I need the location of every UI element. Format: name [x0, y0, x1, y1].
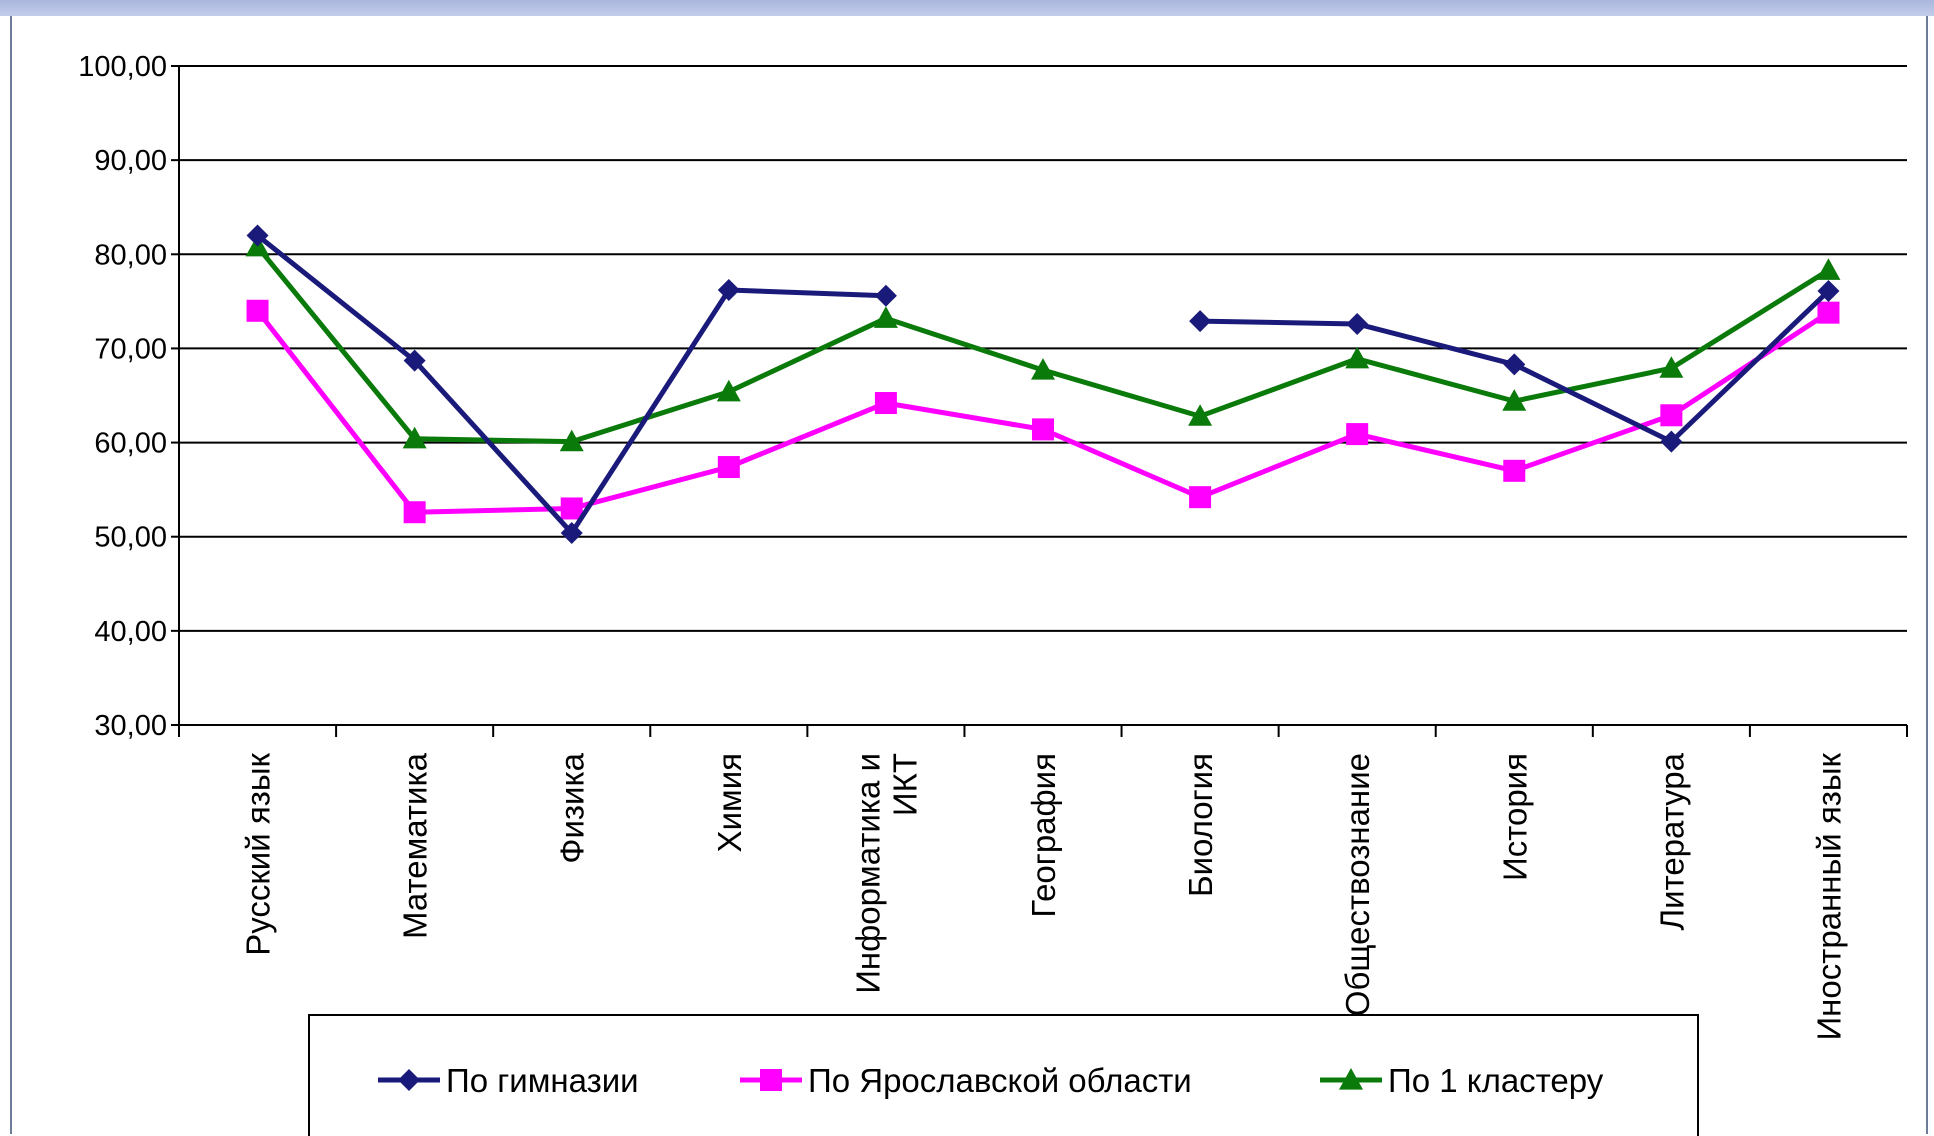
y-tick-label: 70,00: [94, 333, 167, 365]
marker-square: [717, 456, 740, 479]
legend-box: [308, 1014, 1699, 1136]
marker-triangle: [1339, 1068, 1363, 1090]
marker-square: [403, 501, 426, 524]
category-label: Информатика и: [849, 753, 886, 994]
category-labels: Русский язык Математика Физика Химия Информа…: [240, 752, 1848, 1040]
marker-square: [1660, 404, 1683, 427]
category-label: География: [1025, 753, 1062, 918]
marker-triangle: [1031, 358, 1055, 380]
y-tick-label: 40,00: [94, 616, 167, 648]
marker-diamond: [1660, 430, 1683, 453]
legend-item-1: По Ярославской области: [740, 1062, 1192, 1099]
marker-triangle: [559, 429, 584, 452]
marker-square: [560, 497, 583, 520]
y-tick-label: 30,00: [94, 710, 167, 742]
marker-triangle: [716, 379, 741, 402]
category-label: Иностранный язык: [1810, 752, 1847, 1040]
category-label: Литература: [1653, 752, 1690, 930]
window-top-band: [0, 0, 1934, 16]
y-tick-label: 90,00: [94, 145, 167, 177]
marker-diamond: [1503, 353, 1526, 376]
y-tick-label: 80,00: [94, 239, 167, 271]
category-label: ИКТ: [886, 753, 923, 816]
chart-frame: [10, 16, 1928, 1134]
marker-square: [1346, 423, 1369, 446]
category-label: Русский язык: [240, 752, 277, 955]
marker-diamond: [403, 349, 426, 372]
category-label: История: [1496, 753, 1533, 881]
marker-square: [246, 299, 269, 322]
legend-label: По Ярославской области: [808, 1062, 1192, 1099]
category-label: Обществознание: [1339, 753, 1376, 1016]
marker-triangle: [873, 306, 898, 328]
marker-triangle: [402, 426, 427, 449]
legend-label: По 1 кластеру: [1388, 1062, 1604, 1099]
series-0: [246, 224, 1840, 544]
marker-diamond: [717, 279, 740, 302]
marker-triangle: [1188, 404, 1213, 426]
marker-triangle: [1816, 258, 1841, 280]
category-label: Физика: [554, 752, 591, 863]
series-1: [246, 299, 1840, 524]
marker-square: [1817, 301, 1840, 324]
legend-label: По гимназии: [446, 1062, 639, 1099]
y-tick-label: 100,00: [78, 51, 167, 83]
plot-area: [179, 66, 1907, 725]
marker-diamond: [560, 521, 583, 544]
marker-diamond: [398, 1069, 420, 1091]
marker-diamond: [1189, 310, 1212, 333]
marker-diamond: [1817, 280, 1840, 303]
category-label: Биология: [1182, 753, 1219, 897]
category-label: Химия: [711, 753, 748, 852]
marker-triangle: [1659, 356, 1684, 378]
legend-item-2: По 1 кластеру: [1320, 1062, 1604, 1099]
y-tick-label: 60,00: [94, 428, 167, 460]
category-label: Математика: [397, 752, 434, 939]
marker-square: [1503, 459, 1526, 482]
marker-square: [874, 392, 897, 415]
marker-square: [1032, 418, 1054, 441]
y-tick-label: 50,00: [94, 522, 167, 554]
marker-diamond: [874, 284, 897, 307]
marker-square: [760, 1069, 782, 1091]
marker-triangle: [1502, 389, 1527, 411]
marker-square: [1189, 486, 1212, 509]
marker-triangle: [1345, 346, 1370, 369]
marker-diamond: [1346, 312, 1369, 335]
marker-diamond: [246, 224, 269, 247]
legend-item-0: По гимназии: [378, 1062, 639, 1099]
